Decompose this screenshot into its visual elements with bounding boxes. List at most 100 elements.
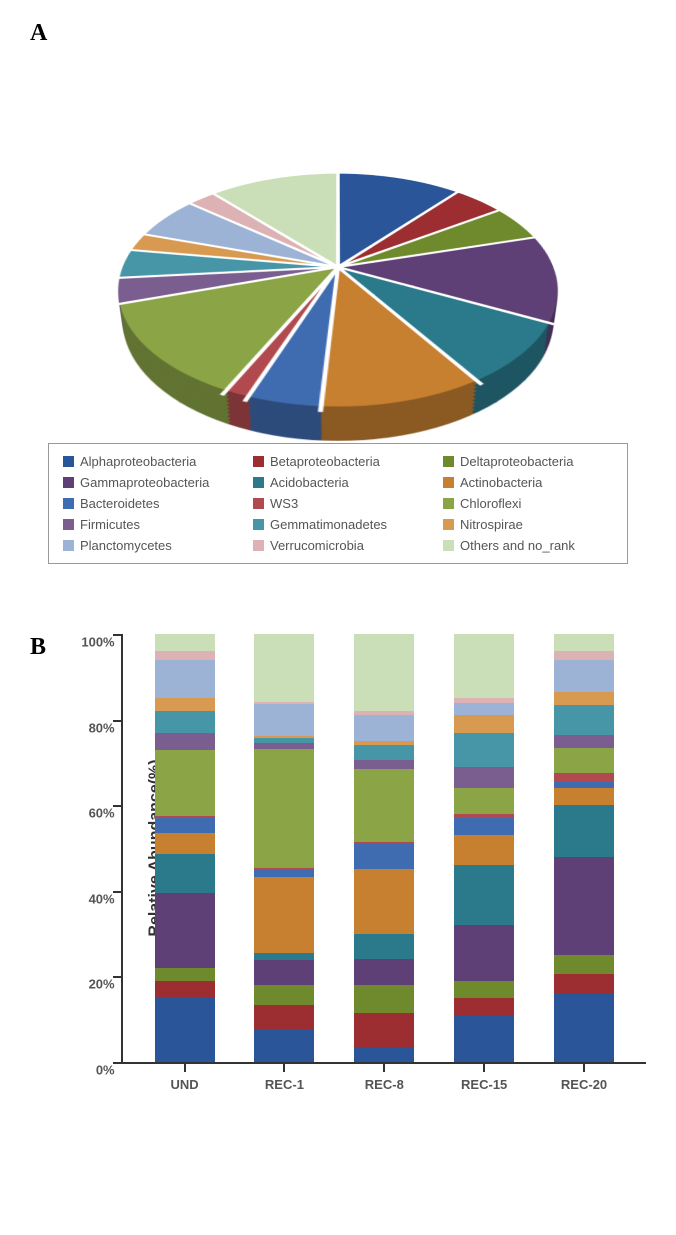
bar-segment (554, 955, 614, 974)
y-tick-label: 20% (75, 977, 115, 992)
legend-item: Alphaproteobacteria (63, 454, 233, 469)
bar-segment (354, 934, 414, 960)
legend-swatch (443, 456, 454, 467)
bar-segment (354, 844, 414, 870)
legend-swatch (253, 477, 264, 488)
legend-item: Bacteroidetes (63, 496, 233, 511)
legend-swatch (63, 540, 74, 551)
bar-column: REC-15 (454, 634, 514, 1062)
bar-segment (454, 981, 514, 998)
legend-swatch (443, 477, 454, 488)
pie-slice-separator (337, 209, 502, 268)
pie-slice-separator (318, 267, 340, 412)
bar-chart-container: Relative Abundance(%) UNDREC-1REC-8REC-1… (59, 634, 646, 1104)
bar-segment (354, 760, 414, 769)
bar-segment (354, 869, 414, 933)
bar-segment (254, 1030, 314, 1062)
bar-plot-area: Relative Abundance(%) UNDREC-1REC-8REC-1… (121, 634, 646, 1064)
bar-segment (155, 833, 215, 854)
legend-swatch (63, 519, 74, 530)
y-tick-label: 80% (75, 720, 115, 735)
legend-label: WS3 (270, 496, 298, 511)
bar-segment (155, 634, 215, 651)
legend-item: Planctomycetes (63, 538, 233, 553)
x-tick (583, 1062, 585, 1072)
legend-label: Firmicutes (80, 517, 140, 532)
bar-segment (354, 1013, 414, 1047)
x-tick (184, 1062, 186, 1072)
bar-segment (554, 805, 614, 856)
bar-segment (454, 715, 514, 732)
pie-slice-separator (113, 266, 338, 306)
bar-segment (155, 750, 215, 816)
legend-label: Deltaproteobacteria (460, 454, 573, 469)
y-tick-label: 0% (75, 1063, 115, 1078)
bar-segment (554, 994, 614, 1062)
y-tick-label: 40% (75, 891, 115, 906)
bar-column: REC-20 (554, 634, 614, 1062)
pie-top-face (67, 174, 609, 407)
bar-segment (354, 769, 414, 842)
x-tick (483, 1062, 485, 1072)
bar-segment (554, 748, 614, 774)
legend-label: Others and no_rank (460, 538, 575, 553)
bar-segment (155, 893, 215, 968)
bar-segment (155, 698, 215, 711)
bar-segment (155, 651, 215, 660)
x-tick-label: REC-8 (365, 1077, 404, 1092)
legend-item: Firmicutes (63, 517, 233, 532)
bar-segment (155, 968, 215, 981)
bar-segment (254, 634, 314, 702)
pie-slice-separator (242, 267, 339, 402)
bar-segment (554, 974, 614, 993)
legend-swatch (443, 498, 454, 509)
panel-b: B Relative Abundance(%) UNDREC-1REC-8REC… (30, 634, 646, 1104)
x-tick (383, 1062, 385, 1072)
bar-segment (554, 773, 614, 782)
panel-b-label: B (30, 634, 59, 661)
legend-item: Betaproteobacteria (253, 454, 423, 469)
pie-slice-separator (336, 173, 340, 267)
legend-label: Nitrospirae (460, 517, 523, 532)
legend-swatch (253, 540, 264, 551)
bar-segment (155, 733, 215, 750)
chart-legend: Alphaproteobacteria Betaproteobacteria Del… (48, 443, 628, 564)
bar-segment (254, 704, 314, 736)
bar-segment (454, 835, 514, 865)
bar-segment (155, 981, 215, 998)
y-tick-label: 100% (75, 635, 115, 650)
bar-segment (454, 634, 514, 698)
legend-swatch (253, 498, 264, 509)
legend-swatch (63, 477, 74, 488)
bar-segment (155, 818, 215, 833)
legend-item: Nitrospirae (443, 517, 613, 532)
bar-segment (554, 651, 614, 660)
bar-segment (454, 925, 514, 981)
bar-segment (454, 998, 514, 1015)
bar-segment (354, 715, 414, 741)
legend-label: Bacteroidetes (80, 496, 160, 511)
legend-item: Deltaproteobacteria (443, 454, 613, 469)
legend-item: Others and no_rank (443, 538, 613, 553)
bar-segment (354, 959, 414, 985)
legend-label: Actinobacteria (460, 475, 542, 490)
bar-segment (454, 703, 514, 716)
pie-stage (30, 57, 646, 437)
pie-slice-separator (336, 266, 483, 385)
y-tick-label: 60% (75, 806, 115, 821)
legend-label: Alphaproteobacteria (80, 454, 196, 469)
x-tick-label: REC-15 (461, 1077, 507, 1092)
legend-swatch (253, 456, 264, 467)
bar-segment (454, 865, 514, 925)
bar-segment (254, 749, 314, 868)
legend-item: Gemmatimonadetes (253, 517, 423, 532)
panel-a-label: A (30, 20, 646, 47)
bar-column: UND (155, 634, 215, 1062)
bar-segment (554, 660, 614, 692)
bar-segment (155, 998, 215, 1062)
legend-label: Acidobacteria (270, 475, 349, 490)
bar-segment (554, 857, 614, 955)
bar-column: REC-8 (354, 634, 414, 1062)
legend-label: Gemmatimonadetes (270, 517, 387, 532)
bar-segment (354, 1047, 414, 1062)
